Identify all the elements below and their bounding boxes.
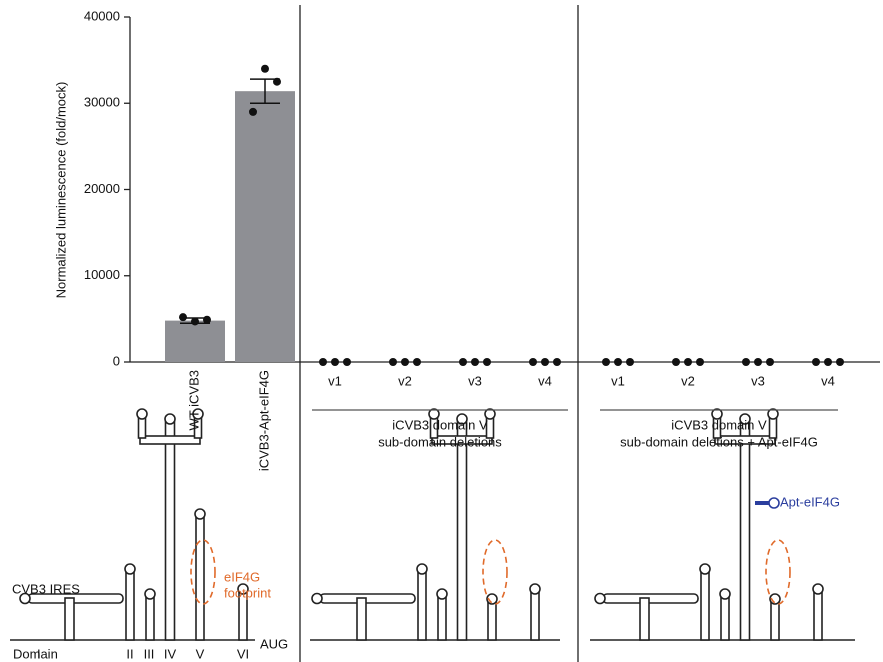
data-point — [553, 358, 561, 366]
data-point — [203, 316, 211, 324]
footprint-label: footprint — [224, 585, 271, 600]
data-point — [191, 317, 199, 325]
y-tick-label: 20000 — [84, 181, 120, 196]
data-point — [836, 358, 844, 366]
data-point — [626, 358, 634, 366]
data-point — [742, 358, 750, 366]
domain-label: II — [126, 646, 133, 661]
y-tick-label: 40000 — [84, 8, 120, 23]
domain-label: IV — [164, 646, 177, 661]
data-point — [179, 313, 187, 321]
stem — [488, 601, 496, 640]
domain-label: I — [37, 646, 41, 661]
stem — [640, 598, 649, 640]
aptamer-label: Apt-eIF4G — [780, 494, 840, 509]
data-point — [696, 358, 704, 366]
loop — [195, 509, 205, 519]
stem — [701, 571, 709, 640]
x-tick-label: iCVB3-Apt-eIF4G — [256, 370, 271, 471]
data-point — [413, 358, 421, 366]
data-point — [672, 358, 680, 366]
loop — [165, 414, 175, 424]
loop — [595, 594, 605, 604]
y-tick-label: 10000 — [84, 267, 120, 282]
loop — [145, 589, 155, 599]
x-tick-label: v2 — [681, 373, 695, 388]
bar — [165, 321, 225, 362]
x-tick-label: WT iCVB3 — [186, 370, 201, 430]
data-point — [824, 358, 832, 366]
x-tick-label: v3 — [468, 373, 482, 388]
stem — [65, 598, 74, 640]
loop — [813, 584, 823, 594]
data-point — [812, 358, 820, 366]
y-tick-label: 30000 — [84, 95, 120, 110]
loop — [700, 564, 710, 574]
data-point — [529, 358, 537, 366]
data-point — [483, 358, 491, 366]
data-point — [343, 358, 351, 366]
loop — [312, 594, 322, 604]
data-point — [614, 358, 622, 366]
loop — [530, 584, 540, 594]
stem — [357, 598, 366, 640]
data-point — [273, 78, 281, 86]
group-label: iCVB3 domain V — [671, 417, 767, 432]
stem — [126, 571, 134, 640]
stem — [196, 516, 204, 640]
figure: Normalized luminescence (fold/mock) CVB3… — [0, 0, 883, 662]
aptamer-loop — [769, 498, 779, 508]
data-point — [541, 358, 549, 366]
stem — [320, 594, 415, 603]
stem — [814, 591, 822, 640]
domain-label: V — [196, 646, 205, 661]
data-point — [471, 358, 479, 366]
group-label: sub-domain deletions — [378, 434, 502, 449]
x-tick-label: v4 — [821, 373, 835, 388]
diagram-title: CVB3 IRES — [12, 581, 80, 596]
loop — [125, 564, 135, 574]
domain-label: VI — [237, 646, 249, 661]
stem — [458, 421, 467, 640]
stem — [438, 596, 446, 640]
stem — [721, 596, 729, 640]
start-codon: AUG — [260, 636, 288, 651]
data-point — [331, 358, 339, 366]
data-point — [401, 358, 409, 366]
domain-label: III — [144, 646, 155, 661]
stem — [166, 421, 175, 640]
x-tick-label: v1 — [328, 373, 342, 388]
data-point — [249, 108, 257, 116]
loop — [417, 564, 427, 574]
bar — [235, 91, 295, 362]
data-point — [389, 358, 397, 366]
x-tick-label: v1 — [611, 373, 625, 388]
stem — [531, 591, 539, 640]
loop — [437, 589, 447, 599]
loop — [720, 589, 730, 599]
stem — [140, 436, 200, 444]
stem — [146, 596, 154, 640]
data-point — [602, 358, 610, 366]
domain-word: Domain — [13, 646, 58, 661]
data-point — [766, 358, 774, 366]
stem — [771, 601, 779, 640]
data-point — [319, 358, 327, 366]
x-tick-label: v2 — [398, 373, 412, 388]
x-tick-label: v3 — [751, 373, 765, 388]
stem — [741, 421, 750, 640]
stem — [418, 571, 426, 640]
x-tick-label: v4 — [538, 373, 552, 388]
y-axis-label: Normalized luminescence (fold/mock) — [53, 82, 68, 299]
data-point — [754, 358, 762, 366]
group-label: sub-domain deletions + Apt-eIF4G — [620, 434, 818, 449]
data-point — [684, 358, 692, 366]
data-point — [261, 65, 269, 73]
data-point — [459, 358, 467, 366]
group-label: iCVB3 domain V — [392, 417, 488, 432]
y-tick-label: 0 — [113, 353, 120, 368]
loop — [137, 409, 147, 419]
footprint-label: eIF4G — [224, 569, 260, 584]
stem — [603, 594, 698, 603]
